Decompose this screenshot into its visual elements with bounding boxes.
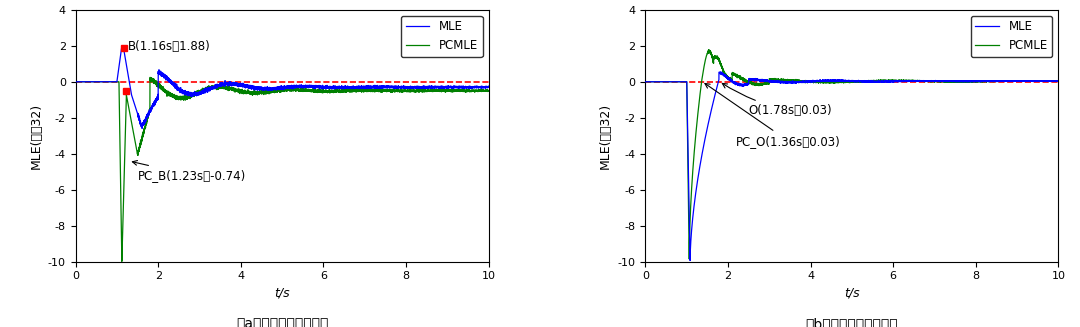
MLE — [313, 84, 326, 88]
PCMLE — [376, 89, 389, 93]
Text: O(1.78s，0.03): O(1.78s，0.03) — [723, 83, 833, 117]
MLE — [69, 80, 82, 84]
Legend: MLE, PCMLE: MLE, PCMLE — [401, 16, 483, 57]
Text: （a）暂态电压稳定场景: （a）暂态电压稳定场景 — [235, 317, 328, 327]
Text: PC_O(1.36s，0.03): PC_O(1.36s，0.03) — [705, 83, 841, 148]
Text: （b）暂态电压失稳场景: （b）暂态电压失稳场景 — [806, 317, 899, 327]
MLE — [376, 85, 389, 89]
MLE — [714, 70, 727, 74]
PCMLE — [788, 78, 801, 82]
PCMLE — [90, 80, 103, 84]
MLE — [1052, 79, 1065, 83]
PCMLE — [313, 89, 326, 93]
PCMLE — [902, 79, 915, 83]
PCMLE — [219, 86, 232, 90]
PCMLE — [482, 89, 495, 93]
PCMLE — [116, 259, 129, 263]
X-axis label: t/s: t/s — [274, 287, 289, 300]
Line: PCMLE: PCMLE — [76, 77, 488, 261]
MLE — [639, 80, 652, 84]
MLE — [968, 79, 981, 83]
MLE — [219, 82, 232, 86]
PCMLE — [1052, 79, 1065, 83]
Y-axis label: MLE(节点32): MLE(节点32) — [29, 103, 42, 169]
PCMLE — [332, 89, 345, 93]
MLE — [902, 79, 915, 83]
MLE — [684, 259, 697, 263]
MLE — [116, 46, 129, 50]
MLE — [90, 80, 103, 84]
PCMLE — [945, 79, 958, 83]
X-axis label: t/s: t/s — [845, 287, 860, 300]
PCMLE — [702, 48, 715, 52]
PCMLE — [660, 80, 673, 84]
MLE — [136, 126, 149, 130]
MLE — [482, 84, 495, 88]
MLE — [332, 85, 345, 89]
PCMLE — [397, 89, 410, 93]
PCMLE — [69, 80, 82, 84]
PCMLE — [144, 76, 157, 79]
PCMLE — [968, 80, 981, 84]
Line: PCMLE: PCMLE — [646, 50, 1058, 259]
MLE — [660, 80, 673, 84]
PCMLE — [683, 257, 696, 261]
Y-axis label: MLE(节点32): MLE(节点32) — [599, 103, 612, 169]
Text: B(1.16s，1.88): B(1.16s，1.88) — [127, 40, 211, 53]
Line: MLE: MLE — [646, 72, 1058, 261]
Legend: MLE, PCMLE: MLE, PCMLE — [971, 16, 1053, 57]
MLE — [788, 80, 801, 84]
MLE — [945, 79, 958, 83]
MLE — [397, 86, 410, 90]
Text: PC_B(1.23s，-0.74): PC_B(1.23s，-0.74) — [133, 161, 246, 182]
Line: MLE: MLE — [76, 48, 488, 128]
MLE — [883, 79, 896, 83]
PCMLE — [883, 79, 896, 83]
PCMLE — [639, 80, 652, 84]
